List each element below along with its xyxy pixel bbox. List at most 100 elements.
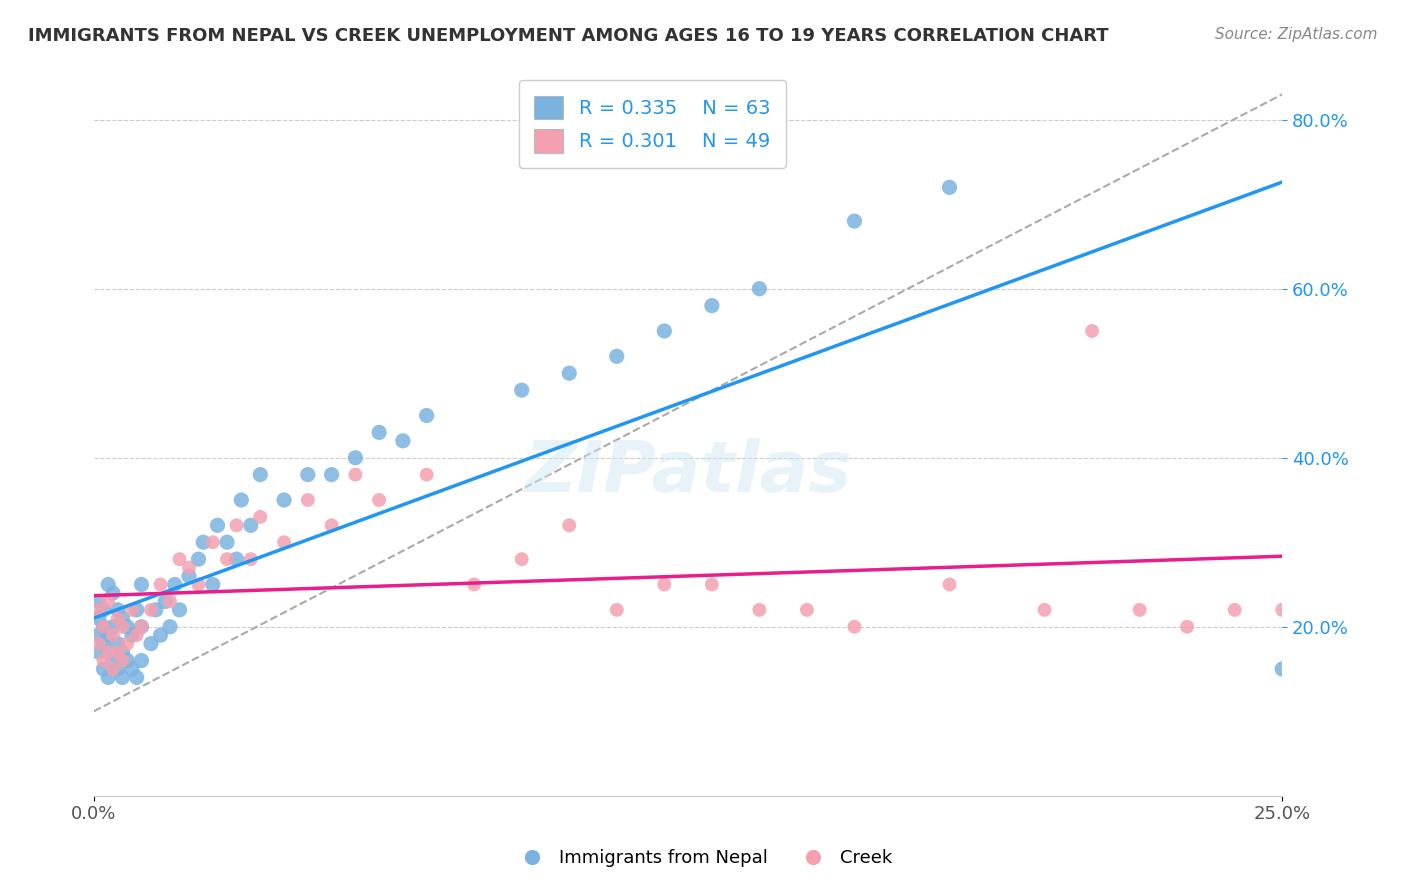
- Point: [87, 611, 110, 625]
- Point: [121, 603, 143, 617]
- Point: [87, 594, 110, 608]
- Point: [1223, 603, 1246, 617]
- Point: [463, 577, 485, 591]
- Point: [249, 509, 271, 524]
- Point: [844, 620, 866, 634]
- Point: [93, 662, 115, 676]
- Text: Source: ZipAtlas.com: Source: ZipAtlas.com: [1215, 27, 1378, 42]
- Point: [215, 535, 238, 549]
- Point: [606, 603, 628, 617]
- Point: [558, 518, 581, 533]
- Point: [558, 366, 581, 380]
- Point: [131, 654, 153, 668]
- Point: [139, 603, 162, 617]
- Point: [748, 603, 770, 617]
- Point: [97, 645, 120, 659]
- Point: [149, 628, 172, 642]
- Point: [1129, 603, 1152, 617]
- Point: [225, 518, 247, 533]
- Point: [321, 467, 343, 482]
- Point: [101, 628, 124, 642]
- Point: [97, 594, 120, 608]
- Point: [344, 450, 367, 465]
- Point: [97, 577, 120, 591]
- Point: [392, 434, 415, 448]
- Point: [415, 467, 437, 482]
- Point: [368, 425, 391, 440]
- Point: [101, 662, 124, 676]
- Point: [215, 552, 238, 566]
- Point: [121, 628, 143, 642]
- Point: [159, 620, 181, 634]
- Point: [297, 467, 319, 482]
- Point: [938, 180, 960, 194]
- Point: [97, 628, 120, 642]
- Point: [145, 603, 167, 617]
- Point: [207, 518, 229, 533]
- Point: [107, 611, 129, 625]
- Point: [107, 637, 129, 651]
- Point: [297, 493, 319, 508]
- Point: [938, 577, 960, 591]
- Point: [201, 577, 224, 591]
- Point: [107, 662, 129, 676]
- Point: [652, 577, 675, 591]
- Point: [139, 637, 162, 651]
- Point: [796, 603, 818, 617]
- Point: [273, 493, 295, 508]
- Point: [159, 594, 181, 608]
- Point: [231, 493, 253, 508]
- Point: [111, 670, 134, 684]
- Point: [606, 349, 628, 363]
- Point: [93, 620, 115, 634]
- Point: [101, 586, 124, 600]
- Point: [1271, 603, 1294, 617]
- Point: [177, 560, 200, 574]
- Legend: Immigrants from Nepal, Creek: Immigrants from Nepal, Creek: [506, 842, 900, 874]
- Legend: R = 0.335    N = 63, R = 0.301    N = 49: R = 0.335 N = 63, R = 0.301 N = 49: [519, 80, 786, 169]
- Point: [368, 493, 391, 508]
- Point: [93, 620, 115, 634]
- Point: [201, 535, 224, 549]
- Point: [111, 645, 134, 659]
- Point: [249, 467, 271, 482]
- Point: [87, 645, 110, 659]
- Point: [87, 628, 110, 642]
- Point: [1175, 620, 1198, 634]
- Point: [1033, 603, 1056, 617]
- Point: [93, 654, 115, 668]
- Point: [510, 552, 533, 566]
- Point: [115, 637, 138, 651]
- Point: [700, 577, 723, 591]
- Point: [177, 569, 200, 583]
- Point: [187, 577, 209, 591]
- Point: [239, 552, 262, 566]
- Point: [748, 282, 770, 296]
- Point: [115, 620, 138, 634]
- Point: [169, 552, 191, 566]
- Point: [652, 324, 675, 338]
- Point: [115, 654, 138, 668]
- Point: [163, 577, 186, 591]
- Point: [131, 620, 153, 634]
- Point: [344, 467, 367, 482]
- Point: [149, 577, 172, 591]
- Point: [273, 535, 295, 549]
- Point: [321, 518, 343, 533]
- Point: [193, 535, 215, 549]
- Text: IMMIGRANTS FROM NEPAL VS CREEK UNEMPLOYMENT AMONG AGES 16 TO 19 YEARS CORRELATIO: IMMIGRANTS FROM NEPAL VS CREEK UNEMPLOYM…: [28, 27, 1109, 45]
- Point: [131, 620, 153, 634]
- Point: [111, 620, 134, 634]
- Point: [87, 603, 110, 617]
- Point: [187, 552, 209, 566]
- Point: [510, 383, 533, 397]
- Point: [125, 603, 148, 617]
- Point: [121, 662, 143, 676]
- Point: [1271, 662, 1294, 676]
- Point: [97, 645, 120, 659]
- Point: [97, 670, 120, 684]
- Point: [239, 518, 262, 533]
- Point: [155, 594, 177, 608]
- Point: [93, 637, 115, 651]
- Point: [415, 409, 437, 423]
